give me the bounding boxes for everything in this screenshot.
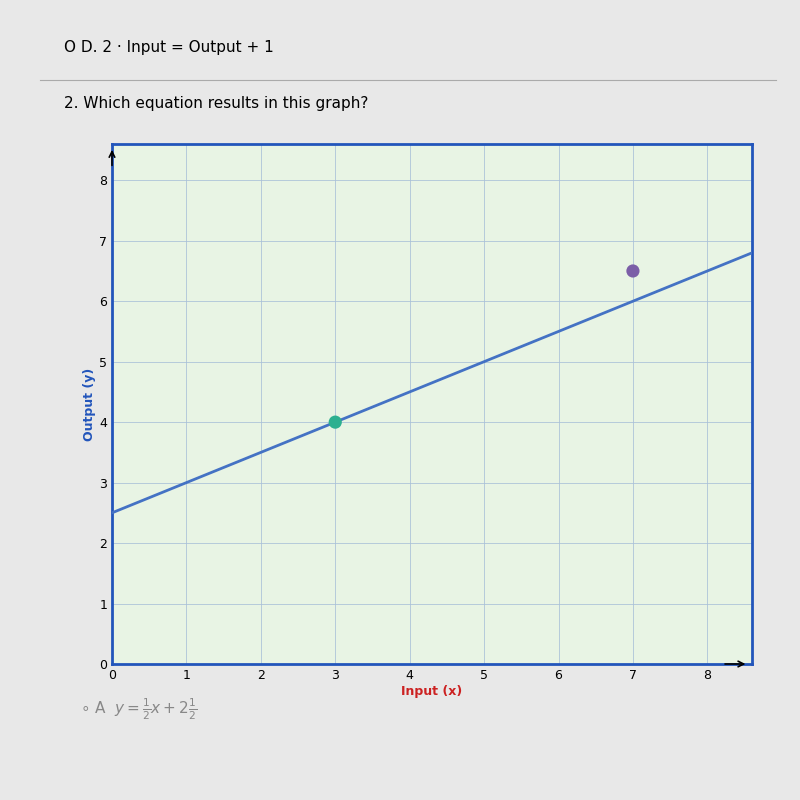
Point bbox=[626, 265, 639, 278]
Y-axis label: Output (y): Output (y) bbox=[83, 367, 96, 441]
Text: 2. Which equation results in this graph?: 2. Which equation results in this graph? bbox=[64, 96, 368, 111]
X-axis label: Input (x): Input (x) bbox=[402, 685, 462, 698]
Text: O D. 2 · Input = Output + 1: O D. 2 · Input = Output + 1 bbox=[64, 40, 274, 55]
Point bbox=[329, 416, 342, 429]
Text: $\circ$ A  $y = \frac{1}{2}x + 2\frac{1}{2}$: $\circ$ A $y = \frac{1}{2}x + 2\frac{1}{… bbox=[80, 696, 198, 722]
